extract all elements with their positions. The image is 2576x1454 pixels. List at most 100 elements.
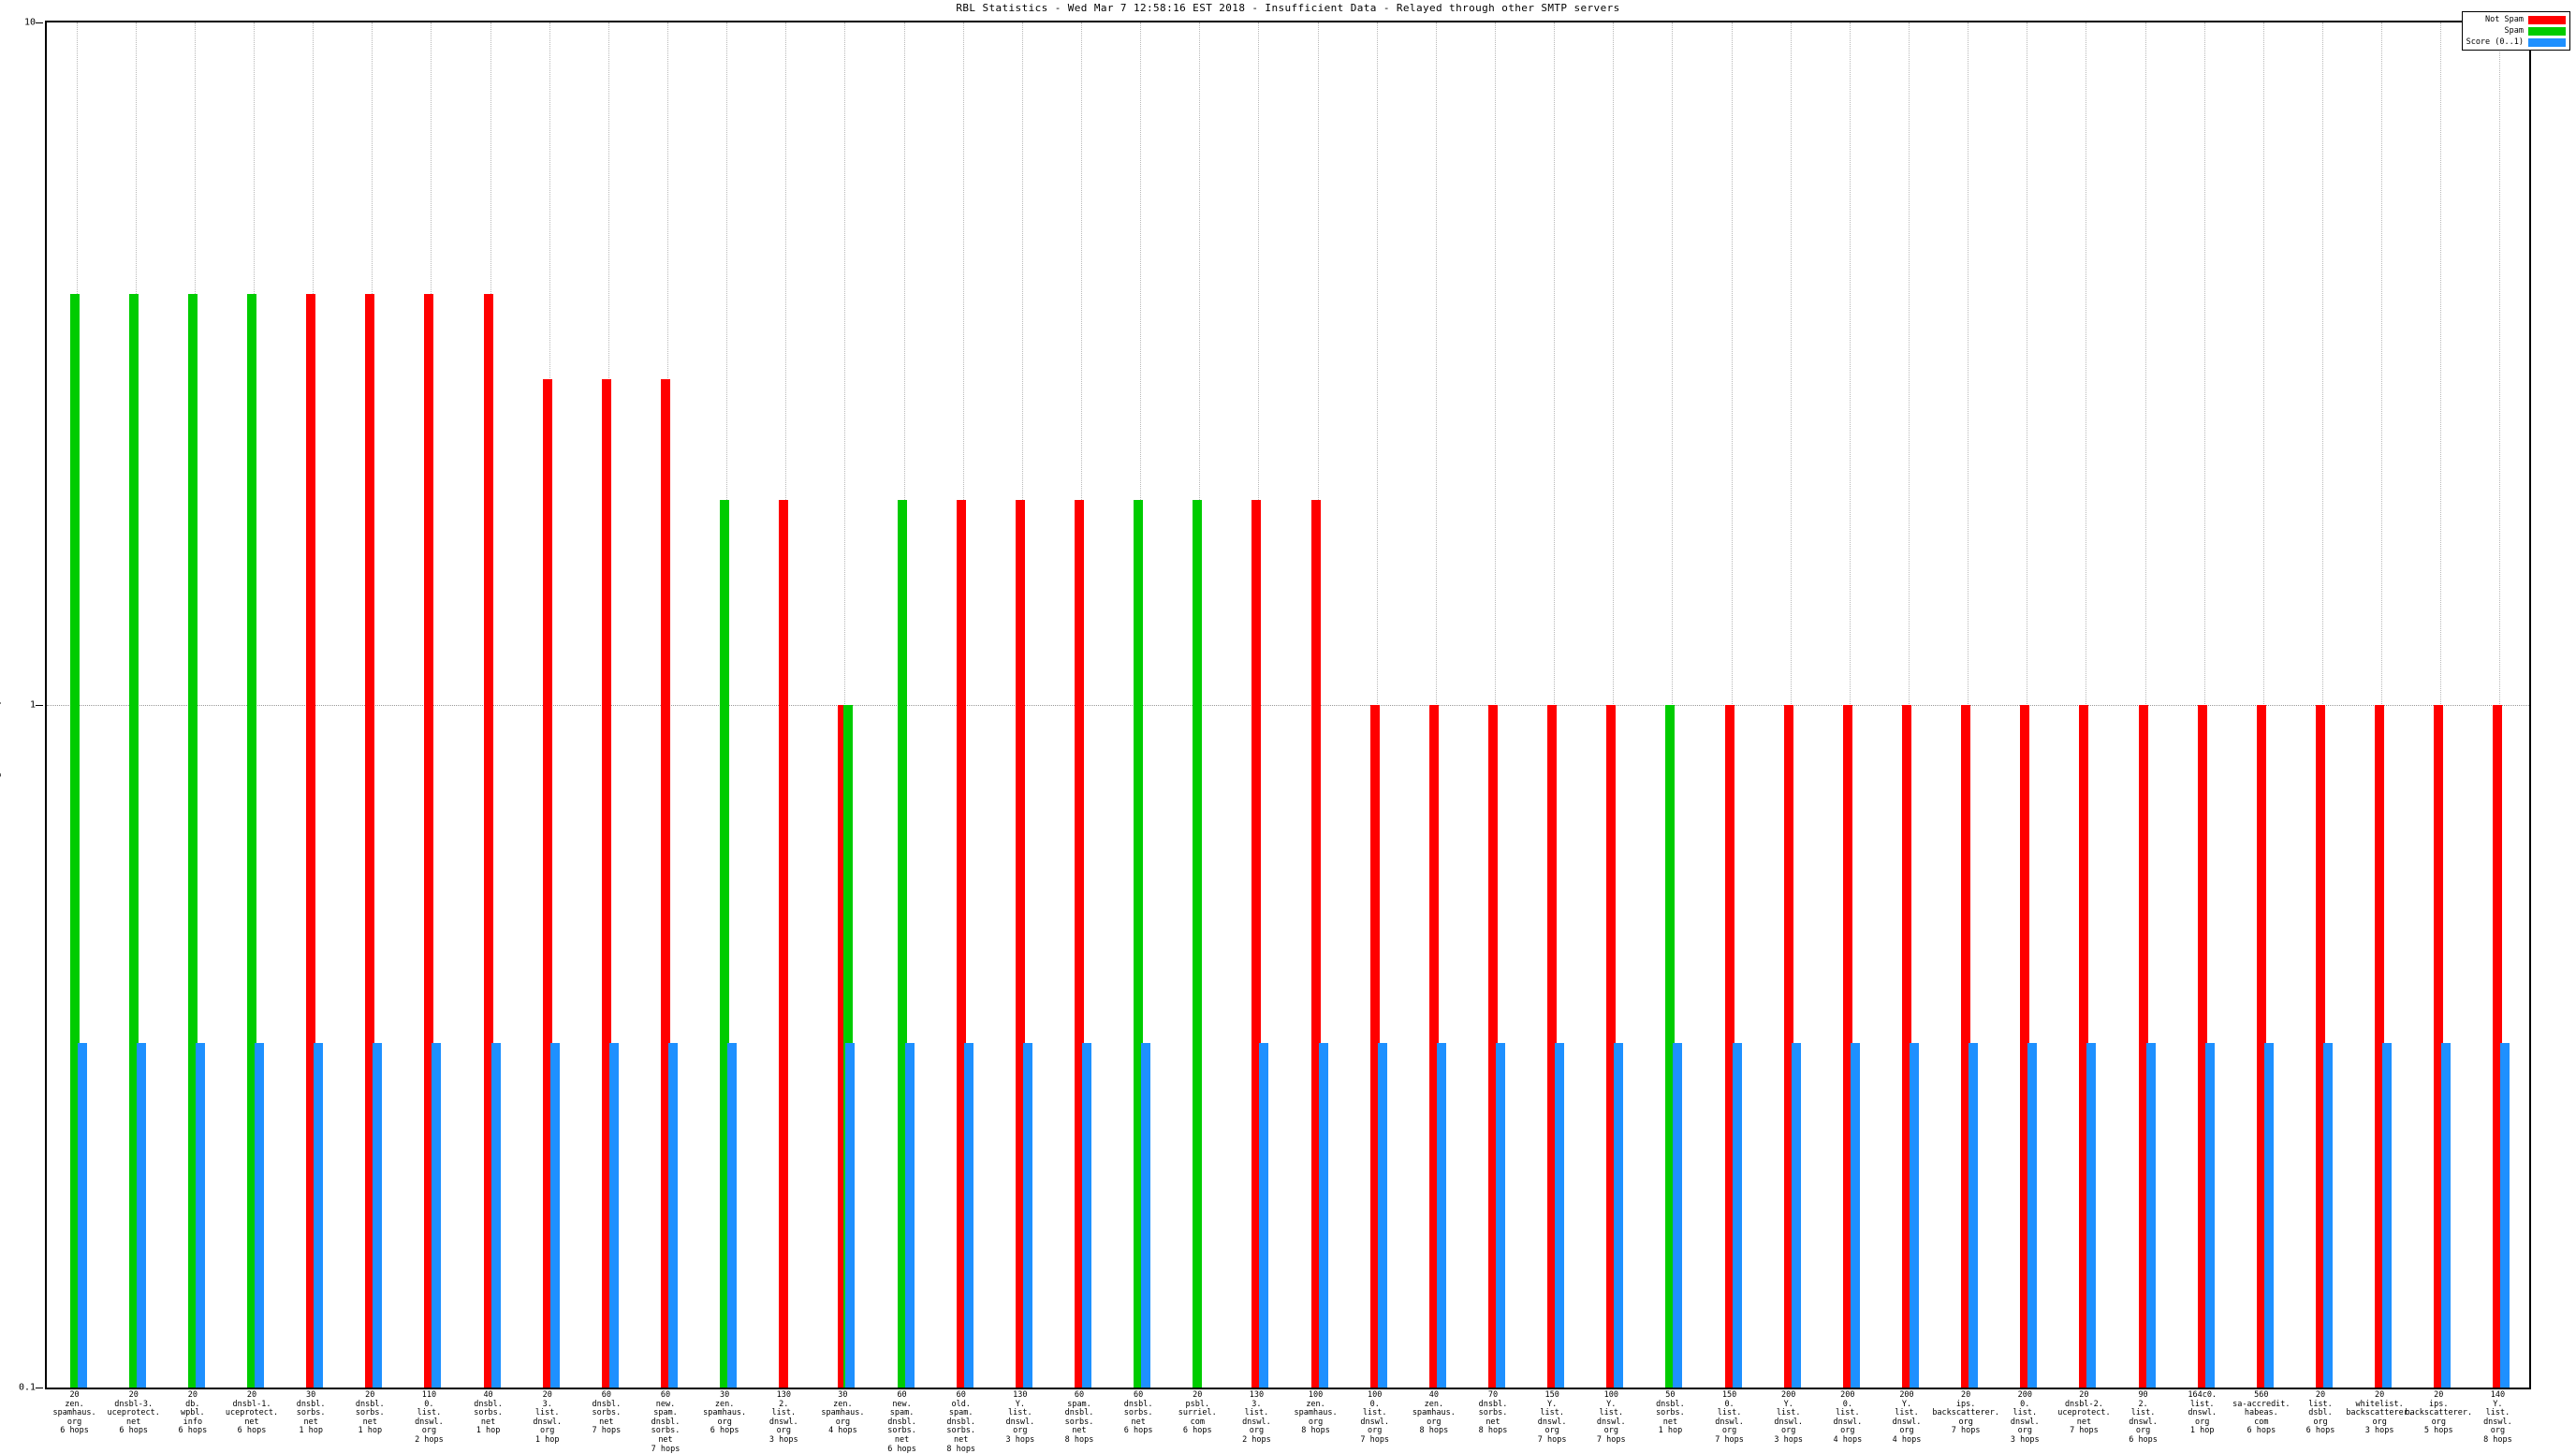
bar-score — [2500, 1042, 2510, 1388]
bar-not-spam — [661, 379, 670, 1388]
bar-spam — [1193, 499, 1203, 1388]
x-tick-label: 30 zen. spamhaus. org 6 hops — [703, 1390, 747, 1436]
x-tick-label: 50 dnsbl. sorbs. net 1 hop — [1656, 1390, 1685, 1436]
legend-label: Not Spam — [2485, 15, 2524, 24]
bar-spam — [69, 294, 80, 1388]
x-tick-label: 60 dnsbl. sorbs. net 6 hops — [1123, 1390, 1153, 1436]
bar-not-spam — [2138, 705, 2148, 1388]
bar-score — [1850, 1042, 1860, 1388]
x-tick-label: 150 0. list. dnswl. org 7 hops — [1715, 1390, 1744, 1445]
x-tick-label: 130 Y. list. dnswl. org 3 hops — [1005, 1390, 1035, 1445]
x-tick-label: 20 zen. spamhaus. org 6 hops — [52, 1390, 96, 1436]
bar-spam — [128, 294, 139, 1388]
bar-score — [255, 1042, 264, 1388]
y-axis-labels: 10 1 0.1 — [0, 17, 43, 1393]
plot-area — [45, 21, 2531, 1389]
bar-not-spam — [956, 499, 966, 1388]
bar-score — [2204, 1042, 2215, 1388]
bar-not-spam — [2079, 705, 2089, 1388]
x-tick-label: 200 0. list. dnswl. org 4 hops — [1833, 1390, 1863, 1445]
page-title: RBL Statistics - Wed Mar 7 12:58:16 EST … — [956, 2, 1620, 14]
x-tick-label: 20 whitelist. backscatterer. org 3 hops — [2346, 1390, 2413, 1436]
bar-not-spam — [1547, 705, 1558, 1388]
bar-score — [608, 1042, 619, 1388]
x-tick-label: 20 psbl. surriel. com 6 hops — [1178, 1390, 1217, 1436]
bar-score — [2323, 1042, 2333, 1388]
bar-not-spam — [542, 379, 552, 1388]
bar-score — [549, 1042, 560, 1388]
bar-not-spam — [2197, 705, 2207, 1388]
bar-not-spam — [779, 499, 789, 1388]
bar-not-spam — [1488, 705, 1498, 1388]
bar-score — [2382, 1042, 2393, 1388]
y-tick-label: 0.1 — [18, 1382, 36, 1393]
bar-not-spam — [1606, 705, 1617, 1388]
bar-score — [1318, 1042, 1328, 1388]
x-tick-label: 130 2. list. dnswl. org 3 hops — [768, 1390, 798, 1445]
bar-not-spam — [2316, 705, 2325, 1388]
bar-not-spam — [306, 294, 316, 1388]
bar-spam — [187, 294, 198, 1388]
x-tick-label: 200 Y. list. dnswl. org 3 hops — [1774, 1390, 1804, 1445]
x-tick-label: 30 zen. spamhaus. org 4 hops — [821, 1390, 865, 1436]
x-tick-label: 20 dnsbl-3. uceprotect. net 6 hops — [107, 1390, 160, 1436]
bar-not-spam — [1428, 705, 1439, 1388]
x-tick-label: 90 2. list. dnswl. org 6 hops — [2129, 1390, 2158, 1445]
gridline-horizontal — [47, 705, 2529, 706]
legend-label: Score (0..1) — [2466, 37, 2524, 47]
x-tick-label: 40 dnsbl. sorbs. net 1 hop — [474, 1390, 503, 1436]
bar-not-spam — [2020, 705, 2030, 1388]
bar-score — [195, 1042, 205, 1388]
bar-score — [2145, 1042, 2156, 1388]
y-tick-mark — [36, 22, 43, 23]
x-tick-label: 20 ips. backscatterer. org 7 hops — [1932, 1390, 1999, 1436]
y-tick-mark — [36, 705, 43, 706]
bar-score — [77, 1042, 87, 1388]
bar-not-spam — [1369, 705, 1380, 1388]
bar-not-spam — [424, 294, 434, 1388]
y-tick-label: 10 — [23, 17, 36, 28]
bar-not-spam — [838, 705, 848, 1388]
x-tick-label: 20 list. dsbl. org 6 hops — [2305, 1390, 2335, 1436]
bar-score — [1969, 1042, 1979, 1388]
legend-swatch — [2528, 15, 2566, 24]
x-tick-label: 110 0. list. dnswl. org 2 hops — [415, 1390, 444, 1445]
bar-spam — [897, 499, 907, 1388]
bar-not-spam — [1310, 499, 1321, 1388]
bar-score — [2441, 1042, 2452, 1388]
x-tick-label: 164c0. list. dnswl. org 1 hop — [2188, 1390, 2217, 1436]
bar-not-spam — [1902, 705, 1911, 1388]
x-tick-label: 130 3. list. dnswl. org 2 hops — [1242, 1390, 1271, 1445]
legend-swatch — [2528, 26, 2566, 36]
bar-score — [1673, 1042, 1683, 1388]
x-axis-labels: 20 zen. spamhaus. org 6 hops 20 dnsbl-3. … — [45, 1390, 2531, 1453]
x-tick-label: 20 dnsbl. sorbs. net 1 hop — [355, 1390, 385, 1436]
x-tick-label: 100 zen. spamhaus. org 8 hops — [1294, 1390, 1338, 1436]
x-tick-label: 60 dnsbl. sorbs. net 7 hops — [592, 1390, 622, 1436]
legend: Not Spam Spam Score (0..1) — [2461, 11, 2570, 51]
bar-score — [136, 1042, 146, 1388]
bar-score — [373, 1042, 383, 1388]
bar-score — [1022, 1042, 1032, 1388]
bar-not-spam — [1842, 705, 1852, 1388]
plot-inner — [47, 22, 2529, 1388]
x-tick-label: 140 Y. list. dnswl. org 8 hops — [2483, 1390, 2512, 1445]
bar-not-spam — [1724, 705, 1734, 1388]
x-tick-label: 200 Y. list. dnswl. org 4 hops — [1892, 1390, 1922, 1445]
bar-score — [963, 1042, 973, 1388]
bar-not-spam — [1251, 499, 1262, 1388]
bar-score — [1082, 1042, 1091, 1388]
bar-not-spam — [2434, 705, 2444, 1388]
bar-score — [1496, 1042, 1505, 1388]
bar-score — [2027, 1042, 2038, 1388]
bar-score — [490, 1042, 501, 1388]
bar-score — [314, 1042, 324, 1388]
x-tick-label: 20 3. list. dnswl. org 1 hop — [533, 1390, 563, 1445]
x-tick-label: 150 Y. list. dnswl. org 7 hops — [1537, 1390, 1567, 1445]
bar-score — [668, 1042, 678, 1388]
y-tick-label: 1 — [29, 699, 36, 711]
bar-spam — [720, 499, 730, 1388]
legend-swatch — [2528, 37, 2566, 47]
bar-not-spam — [1015, 499, 1025, 1388]
